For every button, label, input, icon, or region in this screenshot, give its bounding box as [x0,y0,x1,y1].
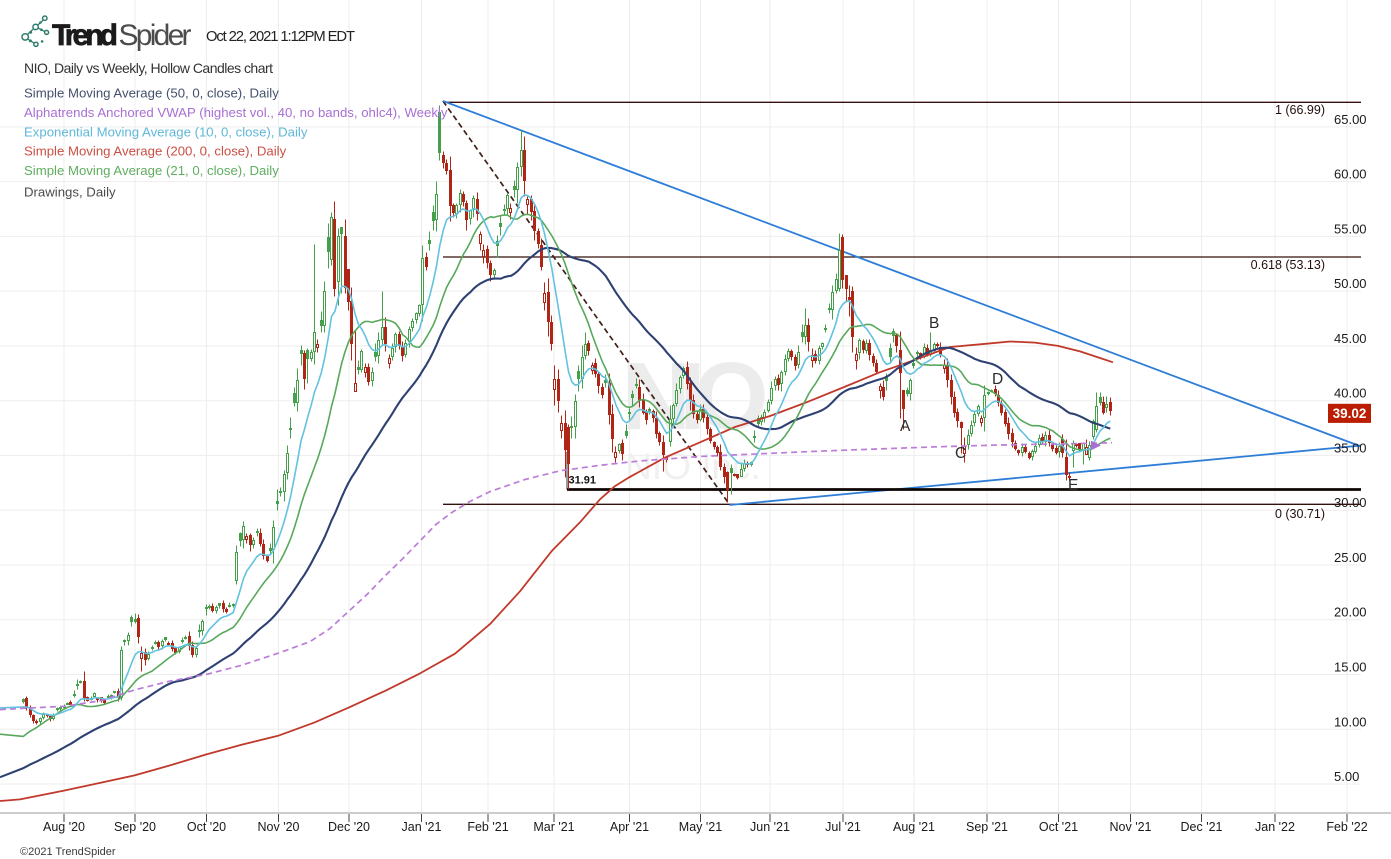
svg-text:©2021 TrendSpider: ©2021 TrendSpider [20,846,116,858]
svg-text:E: E [1068,477,1078,494]
svg-text:Jun '21: Jun '21 [750,820,790,834]
svg-text:Feb '22: Feb '22 [1326,820,1367,834]
svg-text:Oct '20: Oct '20 [187,820,226,834]
svg-text:Drawings, Daily: Drawings, Daily [24,185,116,200]
svg-text:Simple Moving Average (21, 0,: Simple Moving Average (21, 0, close), Da… [24,163,279,178]
svg-text:Nov '20: Nov '20 [258,820,300,834]
svg-text:Mar '21: Mar '21 [533,820,574,834]
svg-text:Sep '21: Sep '21 [966,820,1008,834]
svg-text:C: C [955,445,966,462]
svg-text:65.00: 65.00 [1334,112,1367,127]
svg-text:1 (66.99): 1 (66.99) [1275,103,1325,117]
svg-text:15.00: 15.00 [1334,660,1367,675]
svg-text:Aug '21: Aug '21 [893,820,935,834]
svg-text:B: B [929,315,939,332]
svg-text:Alphatrends Anchored VWAP (hig: Alphatrends Anchored VWAP (highest vol.,… [24,105,448,120]
svg-text:Sep '20: Sep '20 [114,820,156,834]
svg-text:50.00: 50.00 [1334,276,1367,291]
svg-text:25.00: 25.00 [1334,550,1367,565]
svg-text:40.00: 40.00 [1334,386,1367,401]
svg-text:45.00: 45.00 [1334,331,1367,346]
svg-text:55.00: 55.00 [1334,221,1367,236]
svg-text:Jan '21: Jan '21 [402,820,442,834]
svg-text:0.618 (53.13): 0.618 (53.13) [1251,258,1325,272]
svg-text:Oct '21: Oct '21 [1039,820,1078,834]
svg-text:Exponential Moving Average (10: Exponential Moving Average (10, 0, close… [24,124,308,139]
svg-text:5.00: 5.00 [1334,769,1359,784]
svg-text:Jan '22: Jan '22 [1255,820,1295,834]
svg-text:Apr '21: Apr '21 [610,820,649,834]
svg-text:Jul '21: Jul '21 [825,820,861,834]
svg-text:Dec '21: Dec '21 [1181,820,1223,834]
svg-text:60.00: 60.00 [1334,167,1367,182]
svg-text:Nov '21: Nov '21 [1110,820,1152,834]
svg-text:NIO Inc.: NIO Inc. [625,446,761,487]
svg-text:A: A [900,418,911,435]
svg-text:May '21: May '21 [679,820,722,834]
svg-text:20.00: 20.00 [1334,605,1367,620]
svg-text:Simple Moving Average (50, 0,: Simple Moving Average (50, 0, close), Da… [24,86,279,101]
svg-text:10.00: 10.00 [1334,714,1367,729]
svg-text:0 (30.71): 0 (30.71) [1275,507,1325,521]
svg-text:Oct 22, 2021 1:12PM EDT: Oct 22, 2021 1:12PM EDT [206,29,355,45]
svg-text:Trend: Trend [52,19,118,52]
svg-text:39.02: 39.02 [1333,406,1367,421]
svg-text:Simple Moving Average (200, 0,: Simple Moving Average (200, 0, close), D… [24,144,287,159]
svg-text:NIO: NIO [622,343,769,450]
svg-text:Dec '20: Dec '20 [328,820,370,834]
svg-text:30.00: 30.00 [1334,495,1367,510]
svg-text:35.00: 35.00 [1334,440,1367,455]
svg-text:Aug '20: Aug '20 [43,820,85,834]
svg-text:NIO, Daily vs Weekly, Hollow C: NIO, Daily vs Weekly, Hollow Candles cha… [24,60,273,76]
svg-text:D: D [992,371,1003,388]
svg-text:31.91: 31.91 [569,475,597,487]
svg-text:Spider: Spider [119,19,192,52]
svg-text:Feb '21: Feb '21 [467,820,508,834]
